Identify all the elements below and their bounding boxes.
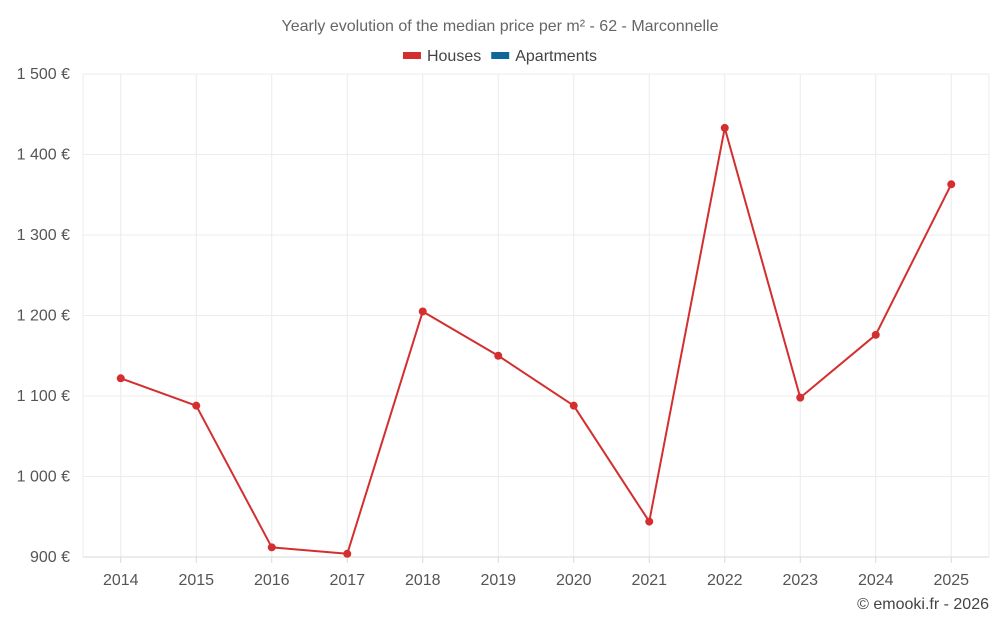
x-tick-label: 2017	[329, 572, 365, 589]
credit-text: © emooki.fr - 2026	[857, 596, 989, 613]
data-point-houses-2018	[418, 307, 427, 316]
axes: 900 € 1 000 € 1 100 € 1 200 € 1 300 € 1 400 €…	[17, 66, 989, 589]
gridlines	[82, 73, 990, 558]
x-tick-label: 2020	[556, 572, 592, 589]
legend-item-houses[interactable]: Houses	[402, 48, 481, 65]
legend-label-houses: Houses	[427, 48, 481, 65]
legend-label-apartments: Apartments	[515, 48, 597, 65]
data-point-houses-2019	[494, 351, 503, 360]
y-tick-label: 1 000 €	[17, 469, 70, 486]
x-tick-label: 2015	[178, 572, 214, 589]
x-tick-label: 2016	[254, 572, 290, 589]
chart-title: Yearly evolution of the median price per…	[282, 18, 719, 35]
y-tick-label: 1 500 €	[17, 66, 70, 83]
x-tick-label: 2024	[858, 572, 894, 589]
y-tick-label: 900 €	[30, 549, 70, 566]
legend[interactable]: Houses Apartments	[402, 48, 597, 65]
data-point-houses-2024	[871, 330, 880, 339]
x-tick-label: 2014	[103, 572, 139, 589]
series-layer	[116, 123, 956, 558]
series-line-houses	[120, 126, 953, 555]
data-point-houses-2014	[116, 374, 125, 383]
x-tick-label: 2021	[631, 572, 667, 589]
x-tick-label: 2018	[405, 572, 441, 589]
data-point-houses-2021	[645, 517, 654, 526]
y-tick-label: 1 100 €	[17, 388, 70, 405]
legend-swatch-apartments	[491, 52, 510, 59]
x-tick-label: 2025	[933, 572, 969, 589]
y-tick-label: 1 400 €	[17, 147, 70, 164]
data-point-houses-2025	[947, 180, 956, 189]
data-point-houses-2022	[720, 123, 729, 132]
y-tick-label: 1 300 €	[17, 227, 70, 244]
legend-item-apartments[interactable]: Apartments	[491, 48, 597, 65]
data-point-houses-2017	[343, 549, 352, 558]
data-point-houses-2020	[569, 401, 578, 410]
y-tick-label: 1 200 €	[17, 308, 70, 325]
x-tick-label: 2019	[480, 572, 516, 589]
data-point-houses-2015	[192, 401, 201, 410]
x-tick-label: 2022	[707, 572, 743, 589]
data-point-houses-2016	[267, 543, 276, 552]
legend-swatch-houses	[402, 52, 421, 59]
data-point-houses-2023	[796, 393, 805, 402]
x-tick-label: 2023	[782, 572, 818, 589]
